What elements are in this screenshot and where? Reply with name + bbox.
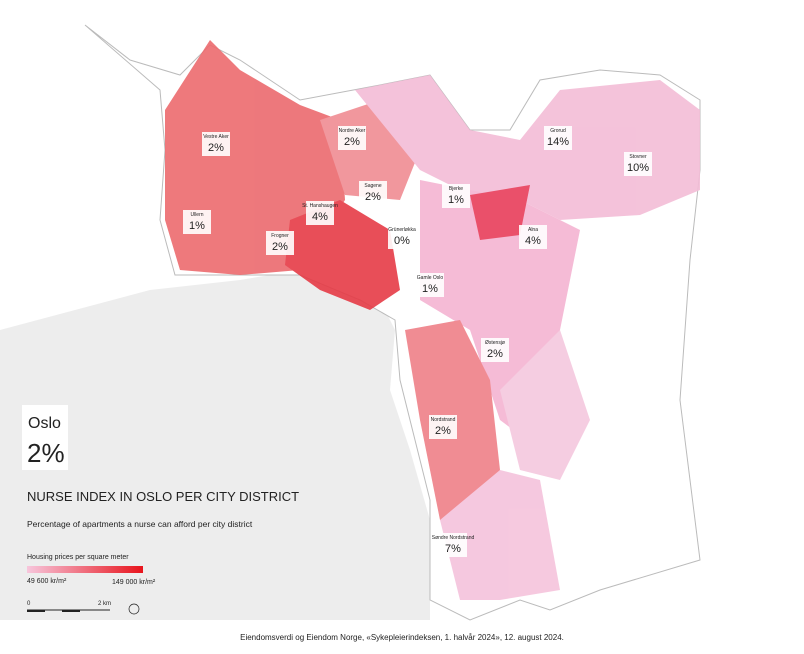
label-box xyxy=(202,132,230,156)
label-box xyxy=(338,126,366,150)
label-box xyxy=(481,338,509,362)
district-name: Sagene xyxy=(364,183,381,189)
legend-title: Housing prices per square meter xyxy=(27,554,129,561)
legend-min: 49 600 kr/m² xyxy=(27,578,67,585)
scale-start: 0 xyxy=(27,601,31,607)
label-box xyxy=(519,225,547,249)
district-value: 4% xyxy=(312,211,328,223)
district-name: Stovner xyxy=(629,154,647,160)
label-box xyxy=(266,231,294,255)
area-southeast xyxy=(440,470,560,600)
district-name: Vestre Aker xyxy=(203,134,229,140)
district-value: 2% xyxy=(435,425,451,437)
label-box xyxy=(439,533,467,557)
district-labels: Vestre Aker 2% Nordre Aker 2% Grorud 14% Stovn… xyxy=(183,126,652,557)
label-box xyxy=(442,184,470,208)
area-center xyxy=(285,200,400,310)
district-name: Grünerløkka xyxy=(388,227,416,233)
label-box xyxy=(388,225,416,249)
title: NURSE INDEX IN OSLO PER CITY DISTRICT xyxy=(27,489,299,504)
district-name: Gamle Oslo xyxy=(417,275,444,281)
district-value: 2% xyxy=(365,191,381,203)
area-northeast xyxy=(355,75,700,220)
district-name: Frogner xyxy=(271,233,289,239)
district-value: 2% xyxy=(208,142,224,154)
district-name: Østensjø xyxy=(485,340,505,346)
district-value: 7% xyxy=(445,543,461,555)
legend-gradient xyxy=(27,566,143,573)
district-value: 4% xyxy=(525,235,541,247)
subtitle: Percentage of apartments a nurse can aff… xyxy=(27,519,253,529)
district-value: 1% xyxy=(448,194,464,206)
district-name: Alna xyxy=(528,227,538,233)
label-box xyxy=(624,152,652,176)
label-box xyxy=(416,273,444,297)
district-name: Ullern xyxy=(190,212,203,218)
district-name: Nordre Aker xyxy=(339,128,366,134)
district-name: Grorud xyxy=(550,128,566,134)
label-box xyxy=(183,210,211,234)
district-name: Søndre Nordstrand xyxy=(432,535,475,541)
label-box xyxy=(544,126,572,150)
north-arrow xyxy=(128,603,140,615)
area-lower-east xyxy=(500,330,590,480)
label-box xyxy=(359,181,387,205)
label-box xyxy=(429,415,457,439)
district-value: 1% xyxy=(422,283,438,295)
area-bjerke xyxy=(470,185,530,240)
district-value: 2% xyxy=(344,136,360,148)
legend-max: 149 000 kr/m² xyxy=(112,579,156,586)
label-box xyxy=(306,201,334,225)
scale-end: 2 km xyxy=(98,601,111,607)
district-value: 2% xyxy=(272,241,288,253)
district-name: St. Hanshaugen xyxy=(302,203,338,209)
district-value: 14% xyxy=(547,136,569,148)
district-name: Nordstrand xyxy=(431,417,456,423)
district-value: 2% xyxy=(487,348,503,360)
district-value: 1% xyxy=(189,220,205,232)
district-value: 10% xyxy=(627,162,649,174)
district-value: 0% xyxy=(394,235,410,247)
summary-box xyxy=(22,405,68,470)
city-name: Oslo xyxy=(28,415,61,432)
water xyxy=(0,270,430,620)
source: Eiendomsverdi og Eiendom Norge, «Sykeple… xyxy=(240,633,564,642)
scale-bar xyxy=(27,609,110,612)
city-index: 2% xyxy=(27,438,65,468)
district-name: Bjerke xyxy=(449,186,463,192)
